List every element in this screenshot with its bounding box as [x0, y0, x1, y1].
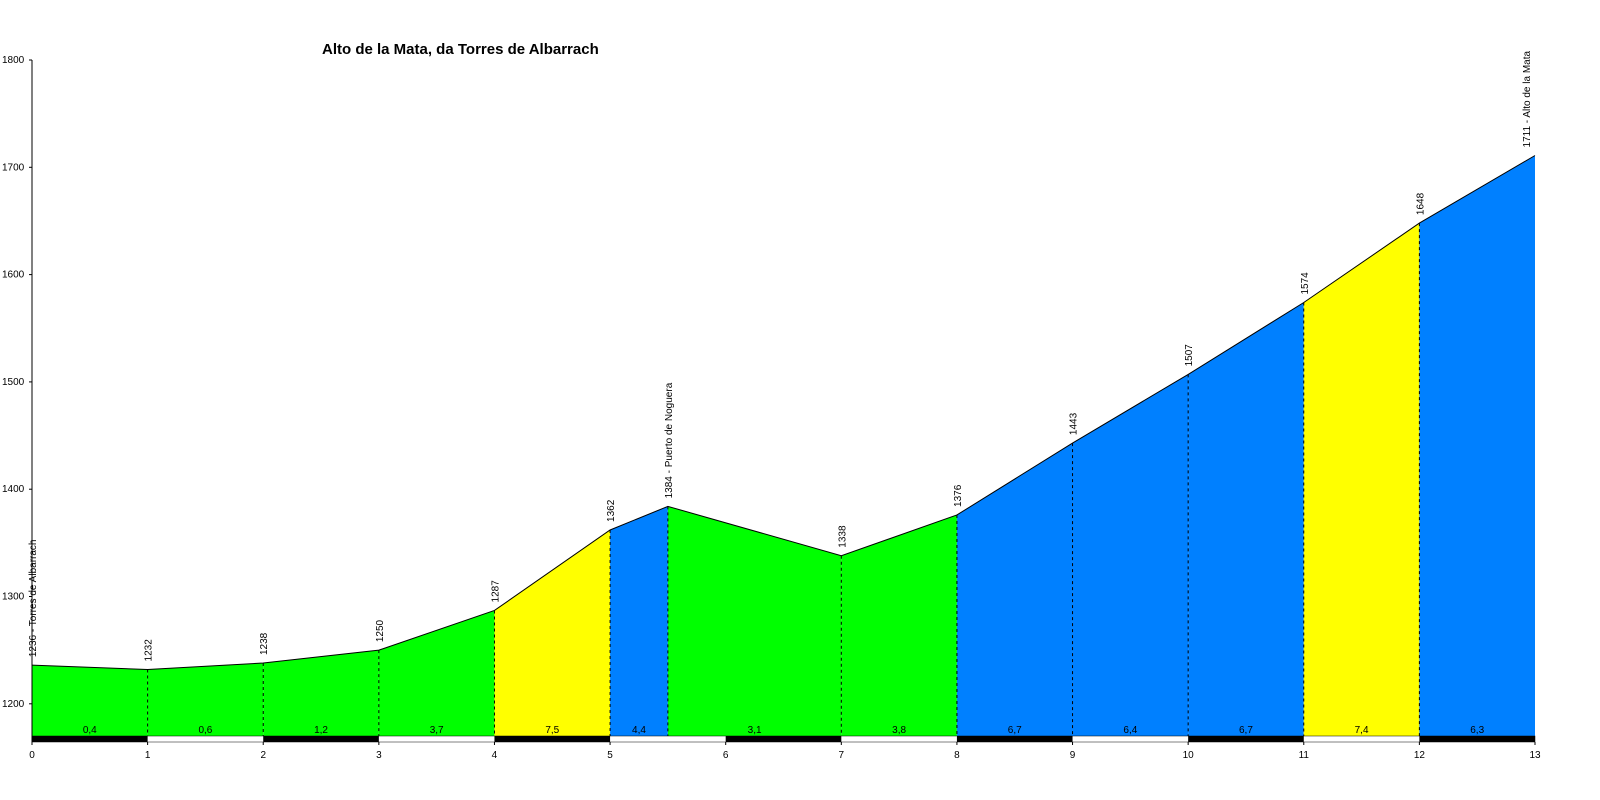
- elevation-label-11: 1574: [1300, 272, 1311, 295]
- grade-label-6: 3,1: [748, 725, 762, 736]
- km-bar-block-2: [263, 736, 379, 742]
- segment-area-11: [1303, 223, 1420, 737]
- km-bar-block-8: [956, 736, 1073, 742]
- km-dividers: [147, 223, 1420, 736]
- elevation-labels: 1236 - Torres de Albarrach 1232 1238 1250 12…: [28, 51, 1533, 662]
- segment-area-10: [1188, 302, 1304, 736]
- segment-area-2: [263, 650, 379, 736]
- elevation-label-7: 1338: [837, 525, 848, 548]
- y-tick-label-3: 1500: [2, 377, 25, 388]
- y-tick-label-2: 1400: [2, 484, 25, 495]
- segment-area-7: [841, 514, 957, 736]
- elevation-label-2: 1238: [259, 632, 270, 655]
- x-tick-label-11: 11: [1299, 750, 1310, 761]
- elevation-label-13: 1711 - Alto de la Mata: [1522, 51, 1533, 148]
- grade-label-12: 6,3: [1470, 725, 1484, 736]
- segment-area-0: [32, 665, 148, 736]
- x-tick-label-3: 3: [376, 750, 382, 761]
- segment-area-12: [1419, 155, 1535, 736]
- x-tick-label-1: 1: [145, 750, 151, 761]
- profile-polyline: [31, 155, 1536, 670]
- grade-label-7: 3,8: [892, 725, 906, 736]
- elevation-label-10: 1507: [1184, 344, 1195, 367]
- x-tick-label-13: 13: [1529, 750, 1541, 761]
- x-tick-label-6: 6: [723, 750, 729, 761]
- y-tick-label-4: 1600: [2, 270, 25, 281]
- y-tick-label-6: 1800: [2, 55, 25, 66]
- segment-area-8: [956, 443, 1073, 736]
- km-bar-block-6: [725, 736, 842, 742]
- x-tick-label-10: 10: [1183, 750, 1195, 761]
- elevation-label-0: 1236 - Torres de Albarrach: [28, 540, 39, 658]
- y-tick-label-0: 1200: [2, 699, 25, 710]
- elevation-label-5: 1362: [606, 499, 617, 522]
- km-bar-block-0: [32, 736, 148, 742]
- grade-label-1: 0,6: [198, 725, 212, 736]
- grade-label-11: 7,4: [1355, 725, 1369, 736]
- grade-label-3: 3,7: [430, 725, 444, 736]
- x-tick-label-0: 0: [29, 750, 35, 761]
- km-bar-block-4: [494, 736, 611, 742]
- x-tick-label-8: 8: [954, 750, 960, 761]
- chart-title: Alto de la Mata, da Torres de Albarrach: [322, 41, 599, 58]
- elevation-label-3: 1250: [375, 619, 386, 642]
- grade-label-10: 6,7: [1239, 725, 1253, 736]
- km-bar-block-12: [1419, 736, 1535, 742]
- elevation-label-6: 1384 - Puerto de Noguera: [664, 382, 675, 498]
- elevation-label-9: 1443: [1069, 412, 1080, 435]
- x-tick-label-2: 2: [260, 750, 266, 761]
- elevation-label-4: 1287: [490, 580, 501, 603]
- gradient-segments: [32, 155, 1535, 737]
- x-tick-label-4: 4: [492, 750, 498, 761]
- segment-area-4: [494, 529, 611, 736]
- km-bar: [31, 735, 1536, 743]
- grade-label-0: 0,4: [83, 725, 97, 736]
- y-tick-label-1: 1300: [2, 592, 25, 603]
- segment-area-3: [378, 610, 495, 736]
- x-tick-label-9: 9: [1070, 750, 1076, 761]
- segment-area-9: [1072, 374, 1189, 736]
- km-bar-block-10: [1188, 736, 1304, 742]
- segment-area-1: [147, 663, 264, 736]
- elevation-label-1: 1232: [144, 639, 155, 662]
- grade-label-9: 6,4: [1123, 725, 1137, 736]
- grade-label-8: 6,7: [1008, 725, 1022, 736]
- x-tick-label-7: 7: [839, 750, 845, 761]
- grade-label-2: 1,2: [314, 725, 328, 736]
- grade-labels: 0,4 0,6 1,2 3,7 7,5 4,4 3,1 3,8 6,7 6,4 6,7 7,4 6,3: [83, 725, 1485, 736]
- x-tick-label-12: 12: [1414, 750, 1426, 761]
- segment-area-5: [610, 506, 668, 736]
- grade-label-4: 7,5: [545, 725, 559, 736]
- segment-area-6: [667, 506, 842, 736]
- elevation-label-12: 1648: [1415, 192, 1426, 215]
- elevation-label-8: 1376: [953, 484, 964, 507]
- x-tick-label-5: 5: [607, 750, 613, 761]
- profile-line: [31, 155, 1536, 670]
- y-tick-label-5: 1700: [2, 162, 25, 173]
- grade-label-5: 4,4: [632, 725, 646, 736]
